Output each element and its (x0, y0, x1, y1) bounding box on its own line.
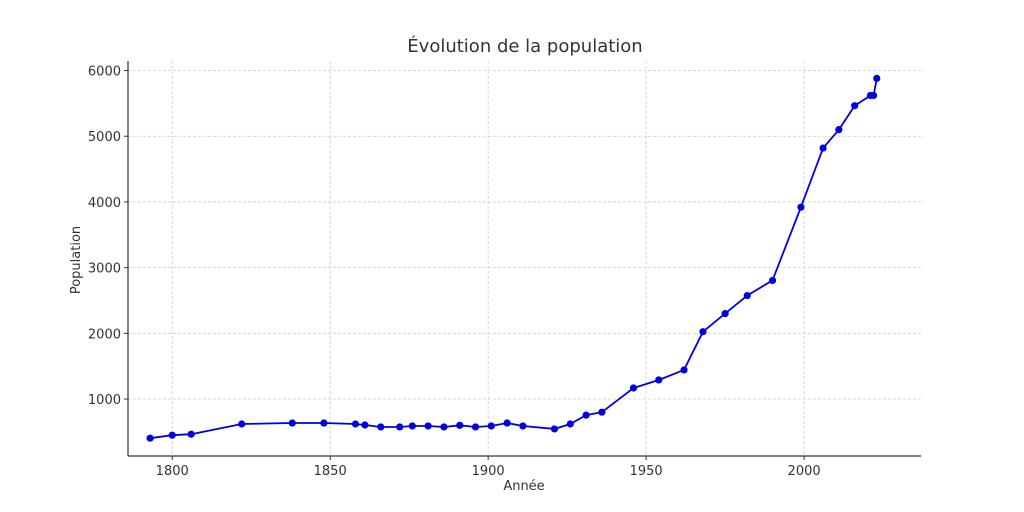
data-point (566, 420, 574, 428)
data-point (870, 91, 878, 100)
data-series (146, 74, 881, 442)
data-point (168, 431, 176, 439)
data-point (377, 423, 385, 431)
x-axis-label: Année (503, 479, 544, 494)
data-point (768, 276, 777, 285)
data-point (519, 422, 527, 430)
data-point (851, 102, 859, 110)
data-point (743, 291, 751, 300)
data-point (680, 366, 688, 374)
x-tick-label: 1900 (472, 464, 505, 479)
data-point (797, 203, 805, 211)
data-point (288, 419, 296, 427)
y-tick-label: 2000 (88, 327, 121, 342)
y-tick-label: 3000 (88, 262, 121, 277)
data-point (582, 411, 590, 419)
data-point (456, 421, 464, 429)
data-point (471, 423, 480, 431)
data-point (503, 419, 511, 427)
data-point (598, 408, 606, 416)
grid-lines (128, 61, 921, 456)
x-tick-label: 1800 (156, 464, 189, 479)
data-point (408, 422, 416, 430)
axes (124, 61, 921, 460)
chart-title: Évolution de la population (407, 36, 643, 57)
data-point (819, 144, 827, 152)
data-point (351, 420, 360, 428)
data-point (146, 434, 154, 442)
y-tick-label: 5000 (88, 130, 121, 145)
data-point (187, 430, 195, 438)
series-line (149, 78, 878, 440)
x-tick-label: 1850 (314, 464, 347, 479)
data-point (440, 423, 448, 431)
x-tick-label: 1950 (630, 464, 663, 479)
data-point (550, 425, 559, 433)
y-tick-label: 6000 (88, 65, 121, 80)
data-point (424, 422, 432, 430)
data-point (629, 384, 638, 392)
data-point (487, 422, 495, 430)
data-point (320, 419, 328, 427)
data-point (699, 328, 707, 336)
data-point (655, 376, 663, 384)
data-point (873, 74, 881, 83)
data-point (835, 126, 843, 134)
data-point (721, 310, 729, 318)
data-point (238, 420, 246, 428)
data-point (361, 421, 369, 429)
y-tick-label: 1000 (88, 393, 121, 408)
data-point (396, 423, 404, 431)
x-tick-label: 2000 (788, 464, 821, 479)
y-axis-label: Population (69, 226, 84, 294)
tick-labels: 1800 1850 1900 1950 2000 1000 2000 3000 4000 5000… (88, 65, 821, 479)
y-tick-label: 4000 (88, 196, 121, 211)
